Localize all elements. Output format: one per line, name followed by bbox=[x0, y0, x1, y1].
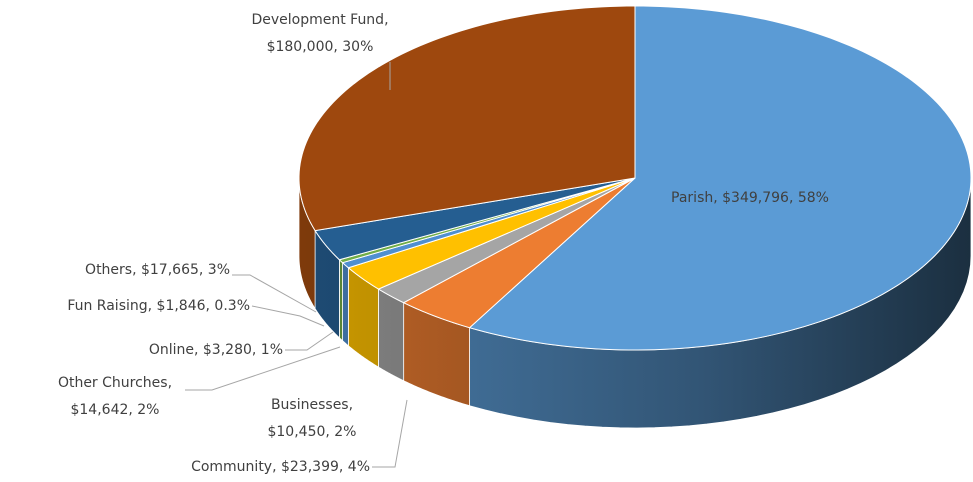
data-label: Community, $23,399, 4% bbox=[191, 459, 370, 475]
leader-line bbox=[285, 331, 334, 351]
data-label: Online, $3,280, 1% bbox=[149, 342, 283, 358]
slice bbox=[347, 177, 636, 290]
data-label: $180,000, 30% bbox=[267, 39, 374, 55]
leader-line bbox=[185, 346, 341, 391]
slice-side bbox=[342, 261, 349, 347]
data-label: Other Churches, bbox=[58, 375, 172, 391]
slice bbox=[402, 177, 636, 329]
data-label: $14,642, 2% bbox=[70, 402, 159, 418]
slice bbox=[377, 177, 636, 304]
leader-line bbox=[251, 305, 325, 327]
data-label: $10,450, 2% bbox=[267, 424, 356, 440]
data-label: Fun Raising, $1,846, 0.3% bbox=[67, 298, 250, 314]
slice-side bbox=[339, 258, 343, 342]
leader-line bbox=[372, 399, 408, 468]
slice bbox=[298, 5, 636, 232]
data-label: Development Fund, bbox=[251, 12, 388, 28]
data-label: Others, $17,665, 3% bbox=[85, 262, 230, 278]
slice-side bbox=[378, 288, 405, 382]
slice bbox=[468, 5, 972, 351]
data-label: Businesses, bbox=[271, 397, 353, 413]
data-label: Parish, $349,796, 58% bbox=[671, 190, 829, 206]
slice bbox=[314, 177, 636, 261]
leader-line bbox=[232, 274, 317, 313]
